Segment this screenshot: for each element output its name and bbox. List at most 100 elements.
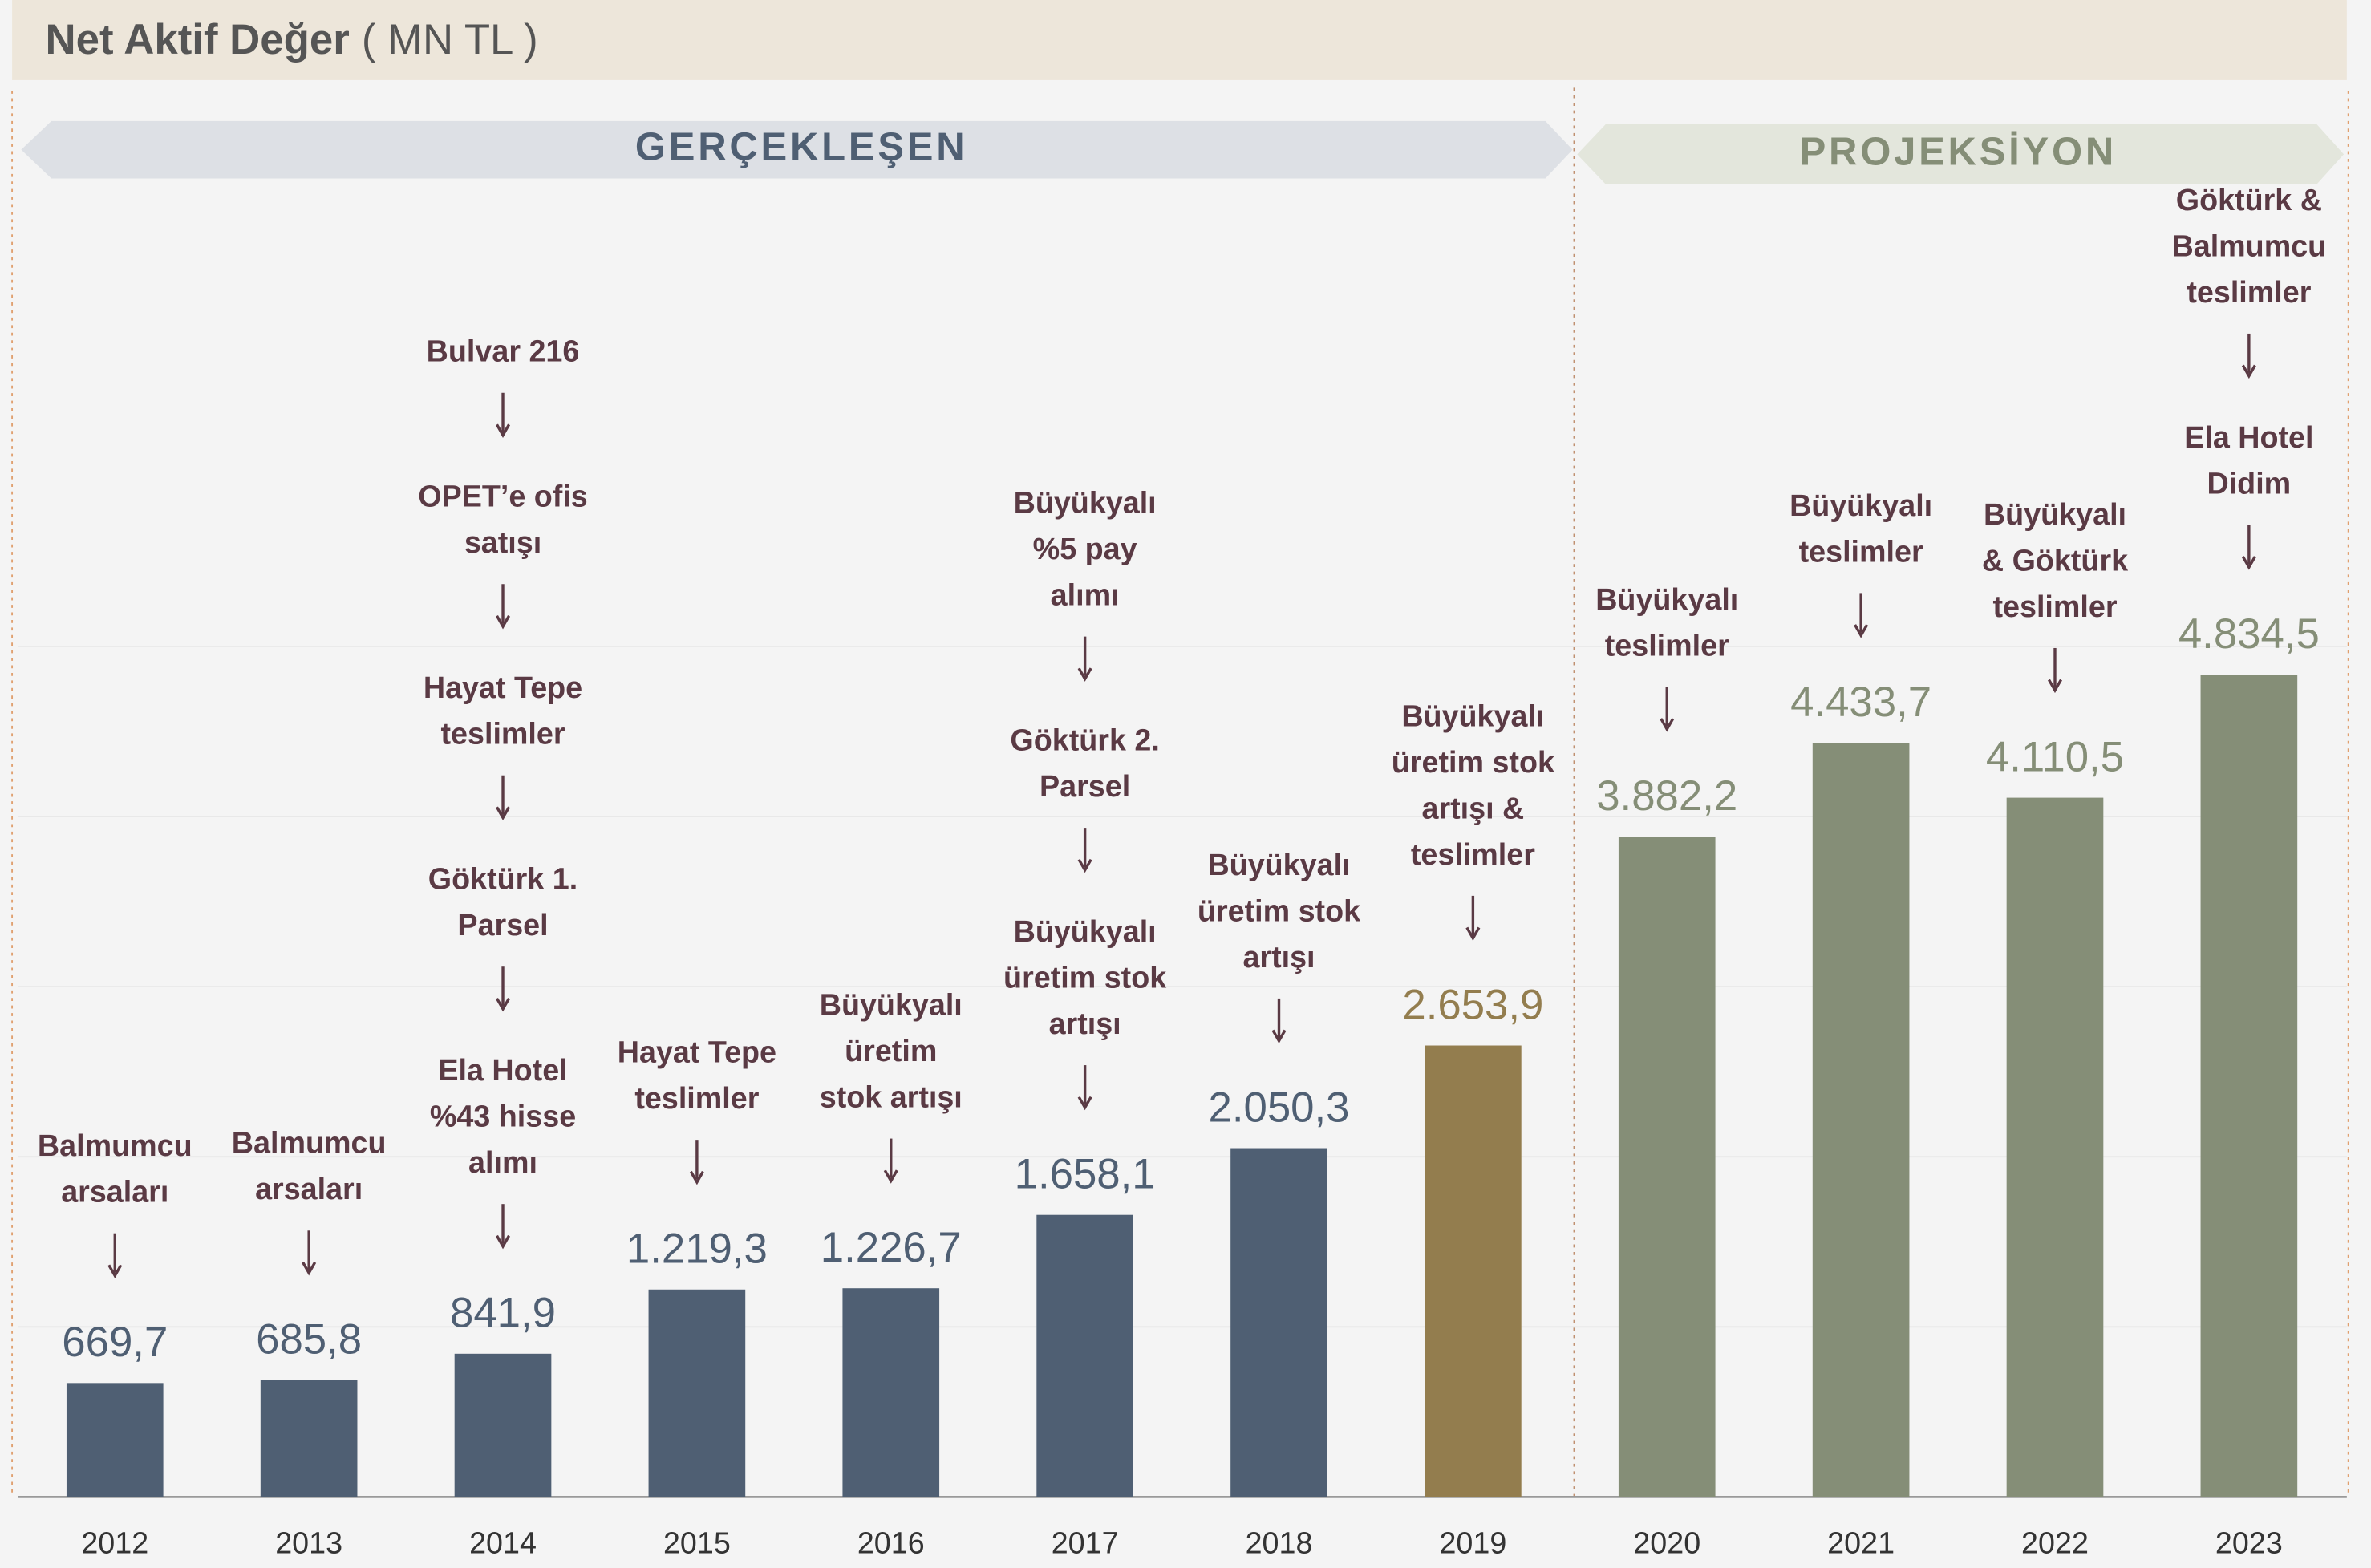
value-label: 2.653,9 <box>1402 981 1543 1028</box>
x-tick-label: 2019 <box>1439 1526 1506 1560</box>
x-tick-label: 2013 <box>275 1526 342 1560</box>
annotation: Büyükyalı <box>1595 582 1738 616</box>
value-label: 3.882,2 <box>1596 772 1737 820</box>
arrow-head <box>1077 858 1092 873</box>
annotation: Ela Hotel <box>2184 420 2313 454</box>
value-label: 1.226,7 <box>821 1224 962 1271</box>
x-tick-label: 2023 <box>2215 1526 2283 1560</box>
bar <box>2006 797 2104 1497</box>
annotation: Ela Hotel <box>438 1053 567 1087</box>
annotation: arsaları <box>61 1175 168 1209</box>
arrow-head <box>496 997 511 1012</box>
annotation: alımı <box>1051 578 1120 612</box>
value-label: 4.834,5 <box>2178 610 2320 658</box>
annotation: Büyükyalı <box>1014 486 1157 520</box>
annotation: Parsel <box>1040 769 1130 803</box>
x-tick-label: 2022 <box>2021 1526 2089 1560</box>
arrow-head <box>883 1169 898 1184</box>
x-tick-label: 2017 <box>1052 1526 1119 1560</box>
arrow-head <box>1271 1029 1287 1044</box>
annotation: Göktürk & <box>2176 183 2322 217</box>
value-label: 1.658,1 <box>1015 1151 1156 1198</box>
annotation: üretim stok <box>1392 745 1554 779</box>
x-tick-label: 2012 <box>81 1526 148 1560</box>
value-label: 2.050,3 <box>1208 1084 1349 1131</box>
annotation: %5 pay <box>1033 532 1137 565</box>
bar <box>454 1353 552 1497</box>
annotation: Büyükyalı <box>1401 699 1544 732</box>
annotation: Büyükyalı <box>1207 848 1350 881</box>
arrow-head <box>2241 556 2256 570</box>
annotation: OPET’e ofis <box>418 480 588 513</box>
value-label: 4.433,7 <box>1790 679 1931 726</box>
value-label: 1.219,3 <box>626 1226 768 1273</box>
x-tick-label: 2018 <box>1246 1526 1313 1560</box>
annotation: teslimler <box>1992 590 2117 623</box>
annotation: alımı <box>468 1145 537 1179</box>
annotation: Büyükyalı <box>1789 488 1932 522</box>
value-label: 685,8 <box>256 1316 362 1363</box>
annotation: stok artışı <box>820 1080 963 1114</box>
annotation: Balmumcu <box>232 1126 387 1160</box>
arrow-head <box>2047 679 2063 694</box>
annotation: %43 hisse <box>430 1100 576 1133</box>
annotation: artışı & <box>1421 791 1524 825</box>
bar <box>648 1289 746 1497</box>
x-tick-label: 2015 <box>663 1526 731 1560</box>
arrow-head <box>1077 667 1092 682</box>
arrow-head <box>1465 926 1481 942</box>
annotation: Büyükyalı <box>1984 497 2126 531</box>
chart-title-line: Net Aktif Değer ( MN TL ) <box>46 16 538 63</box>
annotation: satışı <box>464 525 541 559</box>
arrow-head <box>1077 1096 1092 1111</box>
annotation: arsaları <box>255 1172 363 1205</box>
arrow-head <box>2241 364 2256 379</box>
arrow-head <box>302 1262 317 1276</box>
arrow-head <box>107 1264 123 1278</box>
chart-title: Net Aktif Değer <box>46 16 350 63</box>
annotation: teslimler <box>1605 628 1729 662</box>
annotation: & Göktürk <box>1982 543 2128 577</box>
annotation: Göktürk 2. <box>1010 723 1159 757</box>
value-label: 841,9 <box>450 1290 556 1337</box>
arrow-head <box>496 423 511 438</box>
arrow-head <box>1854 624 1869 638</box>
annotation: teslimler <box>441 717 565 751</box>
annotation: Balmumcu <box>2172 229 2327 262</box>
annotation: Didim <box>2207 466 2292 500</box>
annotation: üretim <box>845 1034 937 1068</box>
section-label: GERÇEKLEŞEN <box>635 126 967 169</box>
section-banner <box>1577 124 2345 185</box>
x-tick-label: 2021 <box>1827 1526 1895 1560</box>
annotation: Hayat Tepe <box>424 671 582 704</box>
annotation: Büyükyalı <box>1014 914 1157 948</box>
annotation: artışı <box>1049 1007 1121 1040</box>
annotation: üretim stok <box>1003 961 1166 995</box>
bar <box>260 1380 358 1497</box>
annotation: Göktürk 1. <box>428 862 578 896</box>
section-label: PROJEKSİYON <box>1800 130 2117 173</box>
section-banner <box>21 120 1573 179</box>
value-label: 669,7 <box>62 1319 168 1366</box>
x-tick-label: 2020 <box>1633 1526 1700 1560</box>
arrow-head <box>496 614 511 630</box>
bar <box>1230 1148 1327 1497</box>
x-tick-label: 2014 <box>469 1526 537 1560</box>
annotation: artışı <box>1242 940 1315 974</box>
annotation: Balmumcu <box>38 1128 193 1162</box>
arrow-head <box>496 806 511 820</box>
bar <box>66 1383 164 1497</box>
annotation: teslimler <box>2187 275 2311 309</box>
annotation: Parsel <box>457 908 548 942</box>
annotation: Bulvar 216 <box>427 334 580 368</box>
annotation: Büyükyalı <box>820 988 963 1022</box>
x-tick-label: 2016 <box>857 1526 925 1560</box>
bar <box>842 1288 940 1497</box>
bar <box>1425 1045 1522 1497</box>
annotation: Hayat Tepe <box>618 1035 776 1069</box>
arrow-head <box>689 1170 704 1185</box>
bar <box>1618 837 1716 1497</box>
arrow-head <box>1660 718 1675 732</box>
